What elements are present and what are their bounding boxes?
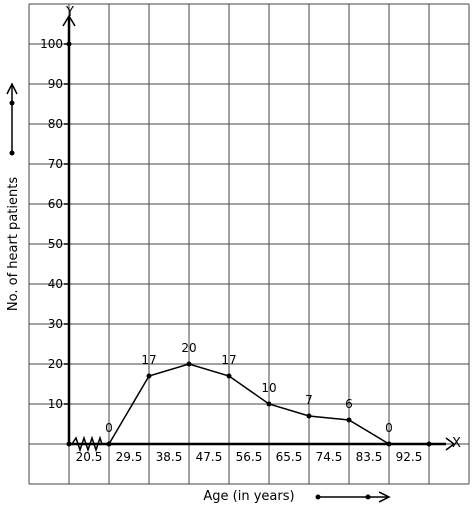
data-point <box>226 373 232 379</box>
y-axis-arrow <box>62 14 76 27</box>
y-axis-title: No. of heart patients <box>6 177 21 311</box>
data-label: 17 <box>141 353 156 367</box>
data-label: 7 <box>305 393 313 407</box>
data-label: 10 <box>261 381 276 395</box>
series <box>106 361 392 447</box>
x-tick-label: 92.5 <box>396 450 423 464</box>
x-axis-end-point <box>426 441 432 447</box>
x-tick-label: 47.5 <box>196 450 223 464</box>
data-point <box>186 361 192 367</box>
data-point <box>146 373 152 379</box>
scale-point <box>315 494 321 500</box>
data-point <box>106 441 112 447</box>
data-labels: 0 17 20 17 10 7 6 0 <box>105 341 393 435</box>
data-label: 6 <box>345 397 353 411</box>
scale-point <box>9 150 15 156</box>
scale-arrow-up <box>6 82 18 95</box>
frequency-polygon-line <box>108 363 390 445</box>
data-point <box>266 401 272 407</box>
axis-break-kink <box>71 435 103 453</box>
scale-point <box>9 100 15 106</box>
origin-point <box>66 441 72 447</box>
scale-point <box>365 494 371 500</box>
x-axis-name: X <box>452 436 461 451</box>
y-tick-label: 20 <box>48 357 63 371</box>
y-tick-label: 90 <box>48 77 63 91</box>
data-label: 20 <box>181 341 196 355</box>
x-tick-label: 29.5 <box>116 450 143 464</box>
y-tick-label: 10 <box>48 397 63 411</box>
data-label: 0 <box>385 421 393 435</box>
x-tick-label: 74.5 <box>316 450 343 464</box>
grid <box>28 3 470 485</box>
x-axis-arrow <box>445 437 456 451</box>
y-tick-label: 60 <box>48 197 63 211</box>
y-axis-name: Y <box>65 5 74 20</box>
x-tick-label: 20.5 <box>76 450 103 464</box>
data-point <box>306 413 312 419</box>
decorations <box>6 82 391 503</box>
x-tick-label: 83.5 <box>356 450 383 464</box>
x-tick-label: 38.5 <box>156 450 183 464</box>
y-tick-label: 70 <box>48 157 63 171</box>
data-label: 0 <box>105 421 113 435</box>
scale-arrow-right <box>378 491 391 503</box>
x-tick-label: 56.5 <box>236 450 263 464</box>
y-tick-label: 50 <box>48 237 63 251</box>
y-tick-label: 40 <box>48 277 63 291</box>
y-tick-label: 80 <box>48 117 63 131</box>
x-tick-label: 65.5 <box>276 450 303 464</box>
data-label: 17 <box>221 353 236 367</box>
axes <box>62 14 456 453</box>
y-tick-label: 100 <box>40 37 63 51</box>
data-point <box>346 417 352 423</box>
data-point <box>386 441 392 447</box>
x-axis-title: Age (in years) <box>203 489 294 504</box>
y-tick-label: 30 <box>48 317 63 331</box>
